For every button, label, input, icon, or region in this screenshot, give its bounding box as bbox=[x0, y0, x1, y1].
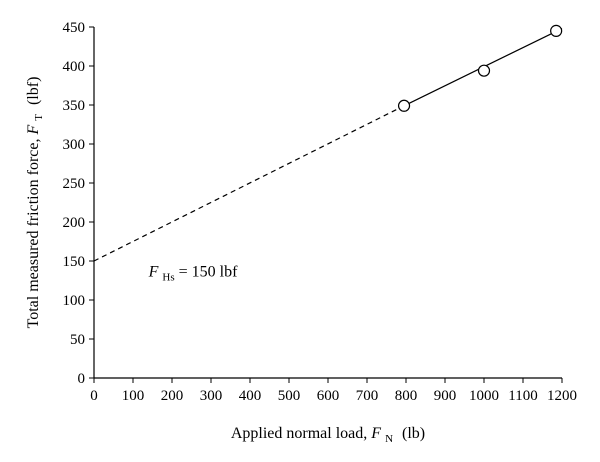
y-tick-label-450: 450 bbox=[63, 20, 86, 36]
extrapolated-fit-line bbox=[93, 105, 405, 262]
y-axis-label-text: Total measured friction force, bbox=[25, 135, 42, 329]
series bbox=[93, 24, 563, 262]
x-tick-label-200: 200 bbox=[161, 388, 184, 404]
y-tick-label-0: 0 bbox=[78, 371, 86, 387]
data-point-1 bbox=[397, 99, 411, 112]
y-tick-label-100: 100 bbox=[63, 293, 86, 309]
x-tick-label-100: 100 bbox=[122, 388, 145, 404]
annotation-subscript: Hs bbox=[162, 272, 174, 284]
y-tick-label-200: 200 bbox=[63, 215, 86, 231]
x-tick-label-300: 300 bbox=[200, 388, 223, 404]
y-axis-label-subscript: T bbox=[33, 114, 45, 121]
y-axis-label: Total measured friction force, F T (lbf) bbox=[25, 77, 46, 329]
x-tick-label-1200: 1200 bbox=[547, 388, 577, 404]
annotation-text: = 150 lbf bbox=[179, 264, 238, 281]
x-axis-label: Applied normal load, F N (lb) bbox=[231, 425, 425, 446]
x-tick-label-900: 900 bbox=[434, 388, 457, 404]
x-tick-label-0: 0 bbox=[90, 388, 98, 404]
x-tick-label-1100: 1100 bbox=[508, 388, 537, 404]
y-tick-label-350: 350 bbox=[63, 98, 86, 114]
x-tick-label-700: 700 bbox=[356, 388, 379, 404]
axes bbox=[93, 27, 562, 379]
x-tick-label-400: 400 bbox=[239, 388, 262, 404]
x-tick-label-1000: 1000 bbox=[469, 388, 499, 404]
y-axis-label-symbol: F bbox=[25, 125, 42, 136]
y-tick-label-300: 300 bbox=[63, 137, 86, 153]
annotation-symbol: F bbox=[148, 264, 159, 281]
x-axis-label-text: Applied normal load, bbox=[231, 425, 371, 442]
x-tick-label-500: 500 bbox=[278, 388, 301, 404]
y-tick-label-400: 400 bbox=[63, 59, 86, 75]
y-tick-label-250: 250 bbox=[63, 176, 86, 192]
data-point-3 bbox=[550, 24, 563, 37]
x-axis-label-subscript: N bbox=[385, 433, 393, 445]
data-point-2 bbox=[477, 64, 491, 77]
y-axis-label-unit: (lbf) bbox=[25, 77, 42, 105]
x-tick-label-600: 600 bbox=[317, 388, 340, 404]
ticks: 0 100 200 300 400 500 600 700 800 900 1000 1100 1200… bbox=[63, 20, 578, 404]
y-tick-label-50: 50 bbox=[70, 332, 85, 348]
intercept-annotation: F Hs = 150 lbf bbox=[148, 264, 238, 285]
x-axis-label-symbol: F bbox=[370, 425, 381, 442]
x-axis-label-unit: (lb) bbox=[402, 425, 425, 442]
x-tick-label-800: 800 bbox=[395, 388, 418, 404]
y-tick-label-150: 150 bbox=[63, 254, 86, 270]
